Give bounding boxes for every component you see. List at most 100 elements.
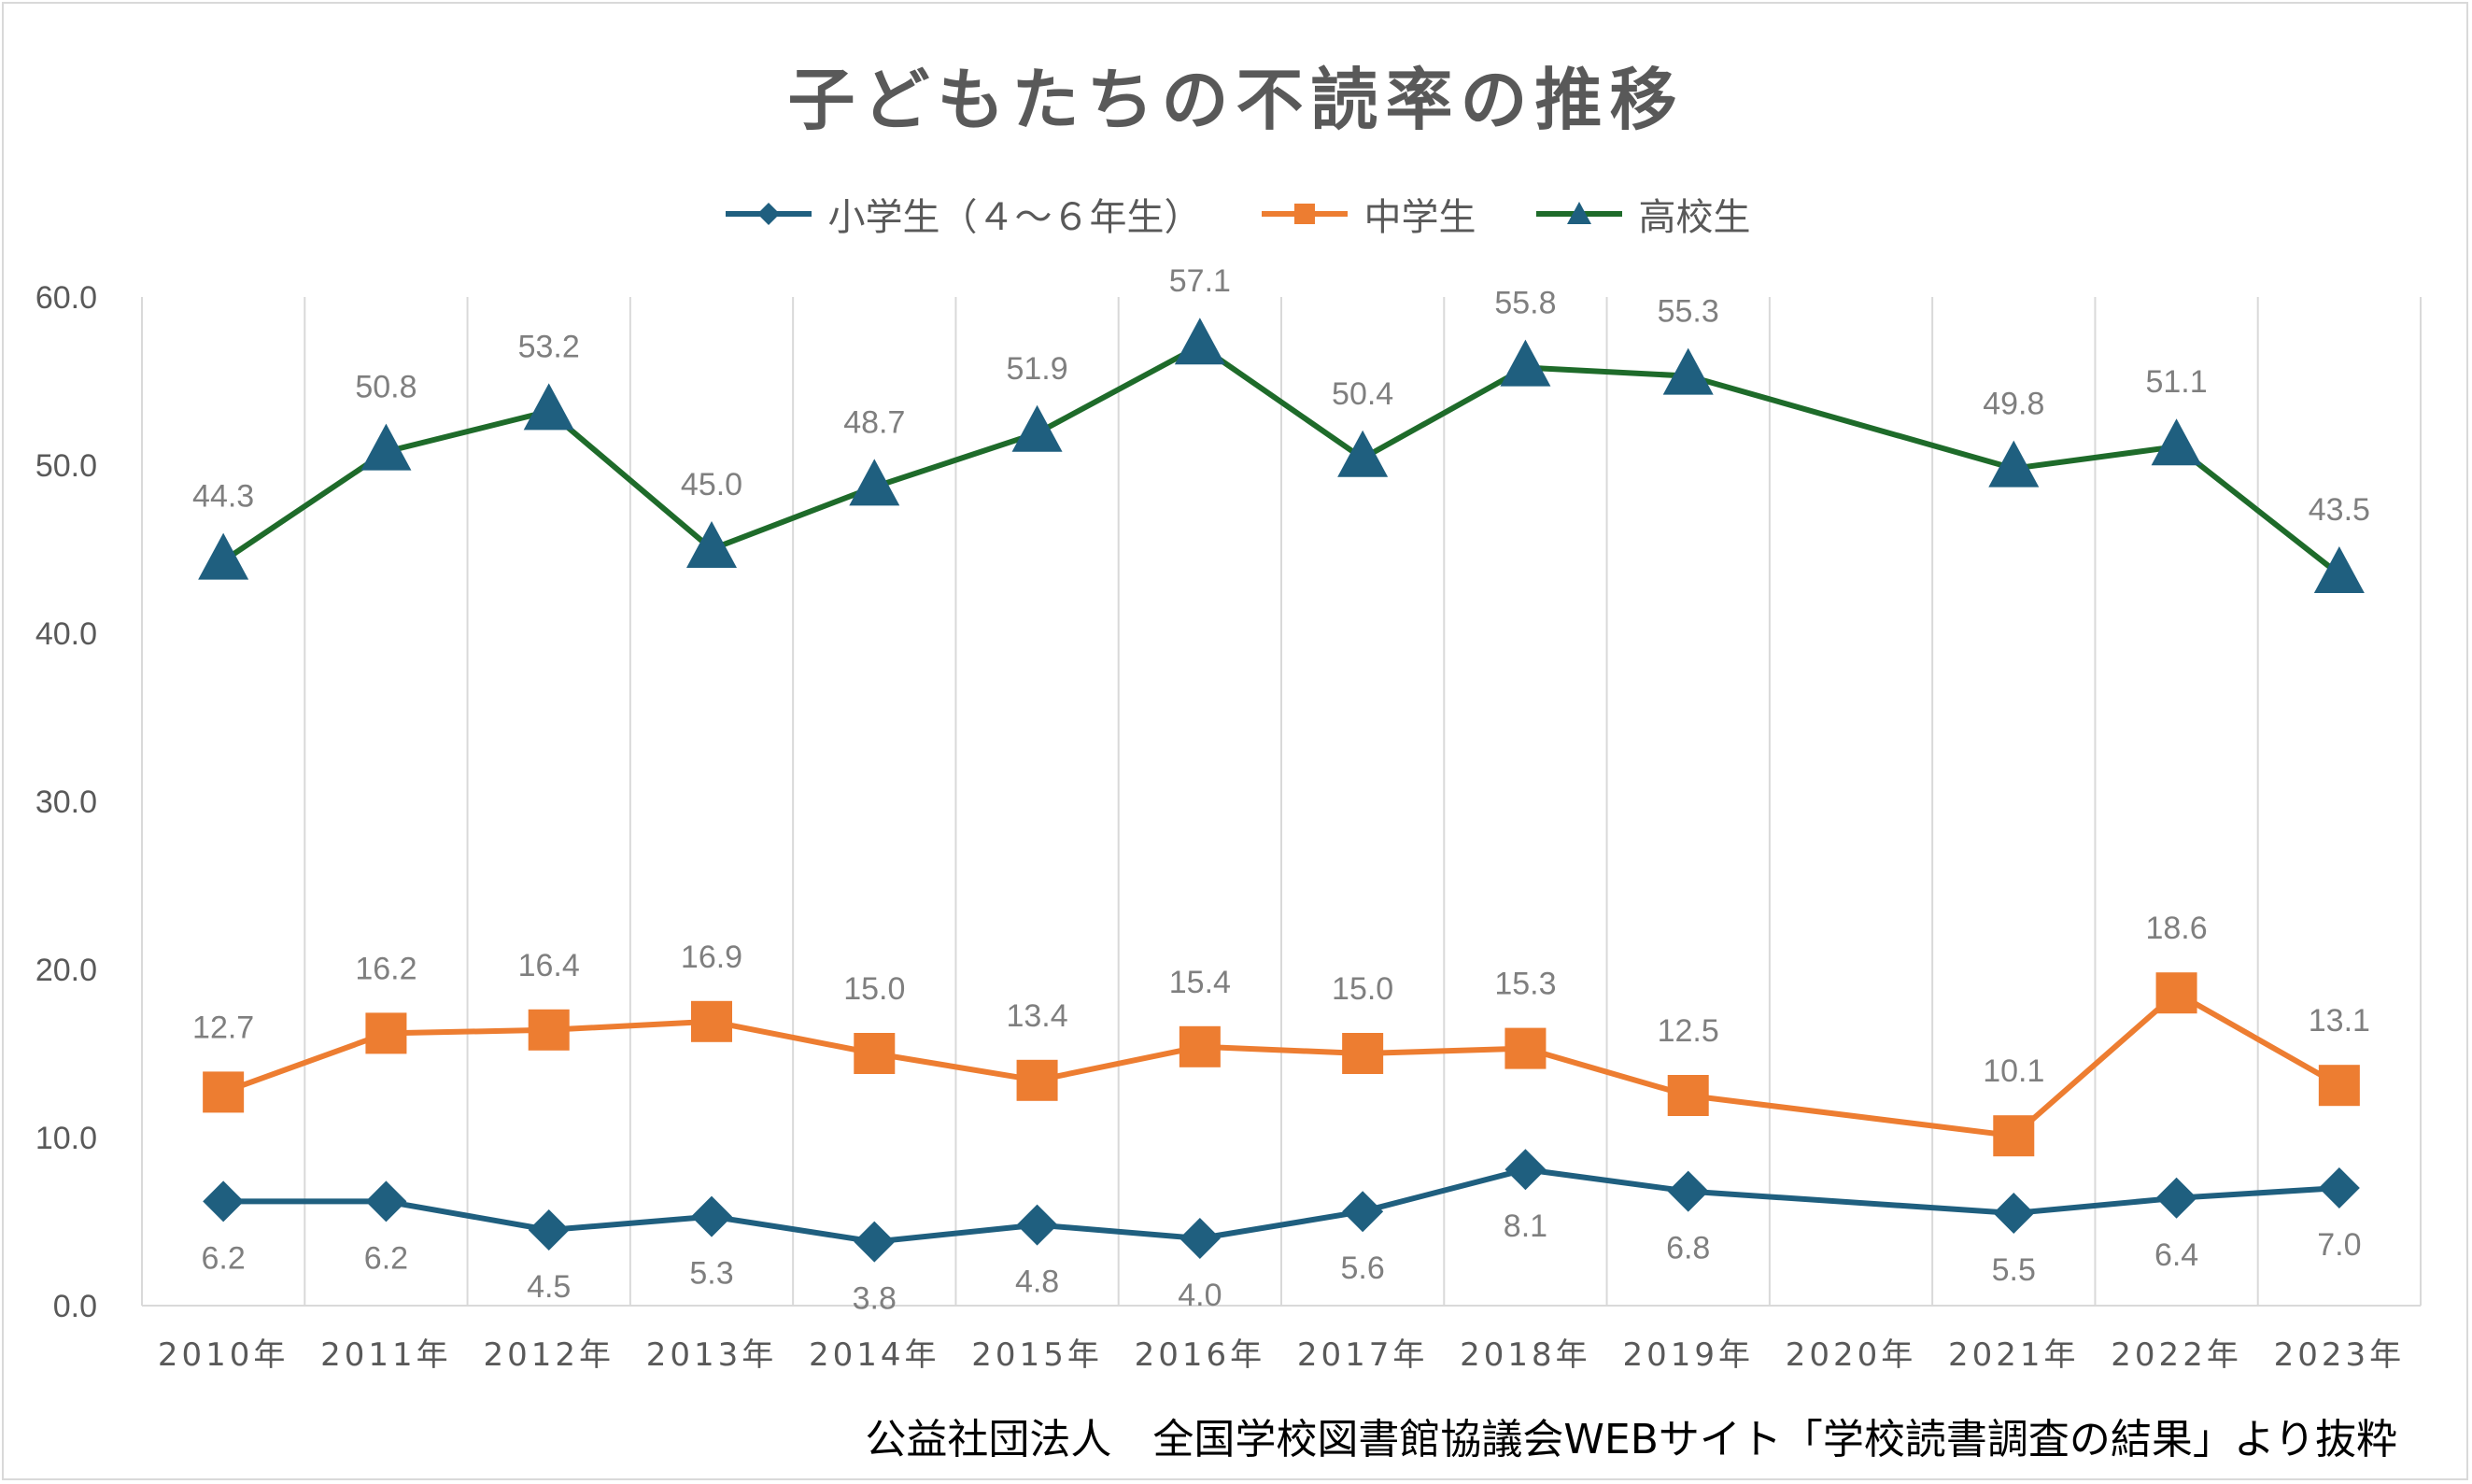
data-point-square	[1504, 1027, 1547, 1069]
data-label: 12.7	[192, 1010, 254, 1045]
data-point-triangle	[198, 532, 249, 580]
data-label: 50.8	[355, 370, 417, 405]
data-point-triangle	[1337, 430, 1389, 477]
data-label: 6.8	[1666, 1231, 1710, 1266]
data-label: 55.3	[1658, 294, 1719, 330]
data-label: 3.8	[853, 1281, 897, 1317]
y-tick-label: 10.0	[35, 1121, 97, 1156]
x-tick-label: 2017年	[1297, 1336, 1429, 1374]
data-label: 15.3	[1494, 967, 1556, 1002]
data-label: 45.0	[681, 467, 742, 502]
legend-item-high-school: 高校生	[1533, 187, 1751, 241]
data-point-square	[365, 1012, 407, 1054]
legend-item-elementary: 小学生（４～６年生）	[722, 187, 1202, 241]
x-tick-label: 2012年	[483, 1336, 614, 1374]
data-label: 15.0	[1332, 971, 1393, 1007]
x-tick-label: 2013年	[646, 1336, 778, 1374]
x-tick-label: 2023年	[2274, 1336, 2406, 1374]
data-label: 13.4	[1006, 998, 1067, 1034]
data-point-triangle	[686, 521, 737, 568]
data-point-square	[2155, 972, 2197, 1014]
data-point-diamond	[1667, 1170, 1709, 1212]
legend-diamond-icon	[725, 203, 812, 225]
data-point-triangle	[1011, 404, 1063, 452]
data-point-diamond	[203, 1180, 245, 1223]
data-point-diamond	[691, 1195, 732, 1237]
data-label: 53.2	[518, 329, 580, 364]
data-label: 5.6	[1341, 1251, 1385, 1286]
data-point-triangle	[1500, 339, 1551, 387]
data-point-triangle	[1174, 318, 1225, 365]
data-label: 50.4	[1332, 376, 1393, 412]
data-label: 16.4	[518, 948, 580, 983]
data-point-square	[1667, 1075, 1709, 1116]
chart-title: 子どもたちの不読率の推移	[787, 61, 1685, 139]
data-point-triangle	[849, 459, 900, 506]
x-tick-label: 2018年	[1460, 1336, 1591, 1374]
data-point-triangle	[523, 383, 574, 431]
data-label: 18.6	[2145, 911, 2207, 946]
data-point-diamond	[2155, 1177, 2197, 1219]
data-point-square	[1016, 1059, 1058, 1101]
data-point-diamond	[365, 1180, 407, 1223]
data-label: 51.9	[1006, 351, 1067, 387]
x-tick-label: 2015年	[971, 1336, 1103, 1374]
data-label: 6.2	[202, 1240, 246, 1276]
data-point-square	[1179, 1025, 1221, 1067]
legend-item-junior-high: 中学生	[1258, 187, 1476, 241]
data-label: 15.0	[843, 971, 905, 1007]
x-tick-label: 2021年	[1948, 1336, 2080, 1374]
data-label: 12.5	[1658, 1013, 1719, 1049]
data-label: 44.3	[192, 479, 254, 515]
data-point-triangle	[360, 423, 412, 471]
data-label: 4.0	[1178, 1278, 1222, 1313]
y-tick-label: 60.0	[35, 280, 97, 316]
x-tick-label: 2016年	[1135, 1336, 1266, 1374]
data-label: 4.8	[1015, 1265, 1059, 1300]
data-label: 10.1	[1983, 1053, 2044, 1089]
data-label: 55.8	[1494, 286, 1556, 321]
data-label: 7.0	[2317, 1227, 2361, 1263]
data-label: 16.2	[355, 951, 417, 986]
data-point-square	[1993, 1115, 2035, 1157]
data-point-square	[528, 1009, 570, 1051]
data-point-diamond	[854, 1221, 896, 1263]
data-label: 16.9	[681, 940, 742, 975]
data-point-square	[203, 1071, 245, 1113]
x-tick-label: 2011年	[320, 1336, 452, 1374]
data-point-square	[1342, 1033, 1384, 1074]
data-point-square	[691, 1000, 732, 1042]
source-note: 公益社団法人 全国学校図書館協議会WEBサイト「学校読書調査の結果」より抜粋	[865, 1416, 2397, 1463]
data-point-diamond	[1993, 1193, 2035, 1234]
data-label: 57.1	[1169, 263, 1231, 299]
data-point-diamond	[1504, 1149, 1547, 1191]
data-point-triangle	[2313, 546, 2365, 593]
legend-label-elementary: 小学生（４～６年生）	[827, 196, 1202, 239]
legend-label-junior-high: 中学生	[1363, 196, 1476, 239]
y-tick-label: 50.0	[35, 448, 97, 484]
y-tick-label: 20.0	[35, 953, 97, 988]
data-point-diamond	[1179, 1218, 1221, 1259]
data-label: 6.4	[2154, 1237, 2198, 1273]
y-tick-label: 40.0	[35, 616, 97, 652]
data-point-diamond	[1016, 1204, 1058, 1246]
x-tick-label: 2014年	[809, 1336, 940, 1374]
data-point-triangle	[1988, 440, 2040, 488]
data-label: 43.5	[2309, 492, 2370, 528]
data-label: 49.8	[1983, 387, 2044, 422]
legend-triangle-icon	[1535, 202, 1622, 224]
data-point-square	[2318, 1065, 2360, 1107]
data-label: 5.3	[689, 1256, 733, 1292]
x-tick-label: 2020年	[1786, 1336, 1917, 1374]
data-label: 15.4	[1169, 965, 1231, 1000]
x-tick-label: 2022年	[2111, 1336, 2242, 1374]
data-label: 8.1	[1504, 1208, 1547, 1244]
x-tick-label: 2010年	[158, 1336, 290, 1374]
data-point-triangle	[1662, 347, 1714, 395]
x-tick-label: 2019年	[1622, 1336, 1754, 1374]
data-label: 4.5	[527, 1269, 571, 1305]
data-label: 13.1	[2309, 1003, 2370, 1039]
data-label: 6.2	[364, 1240, 408, 1276]
